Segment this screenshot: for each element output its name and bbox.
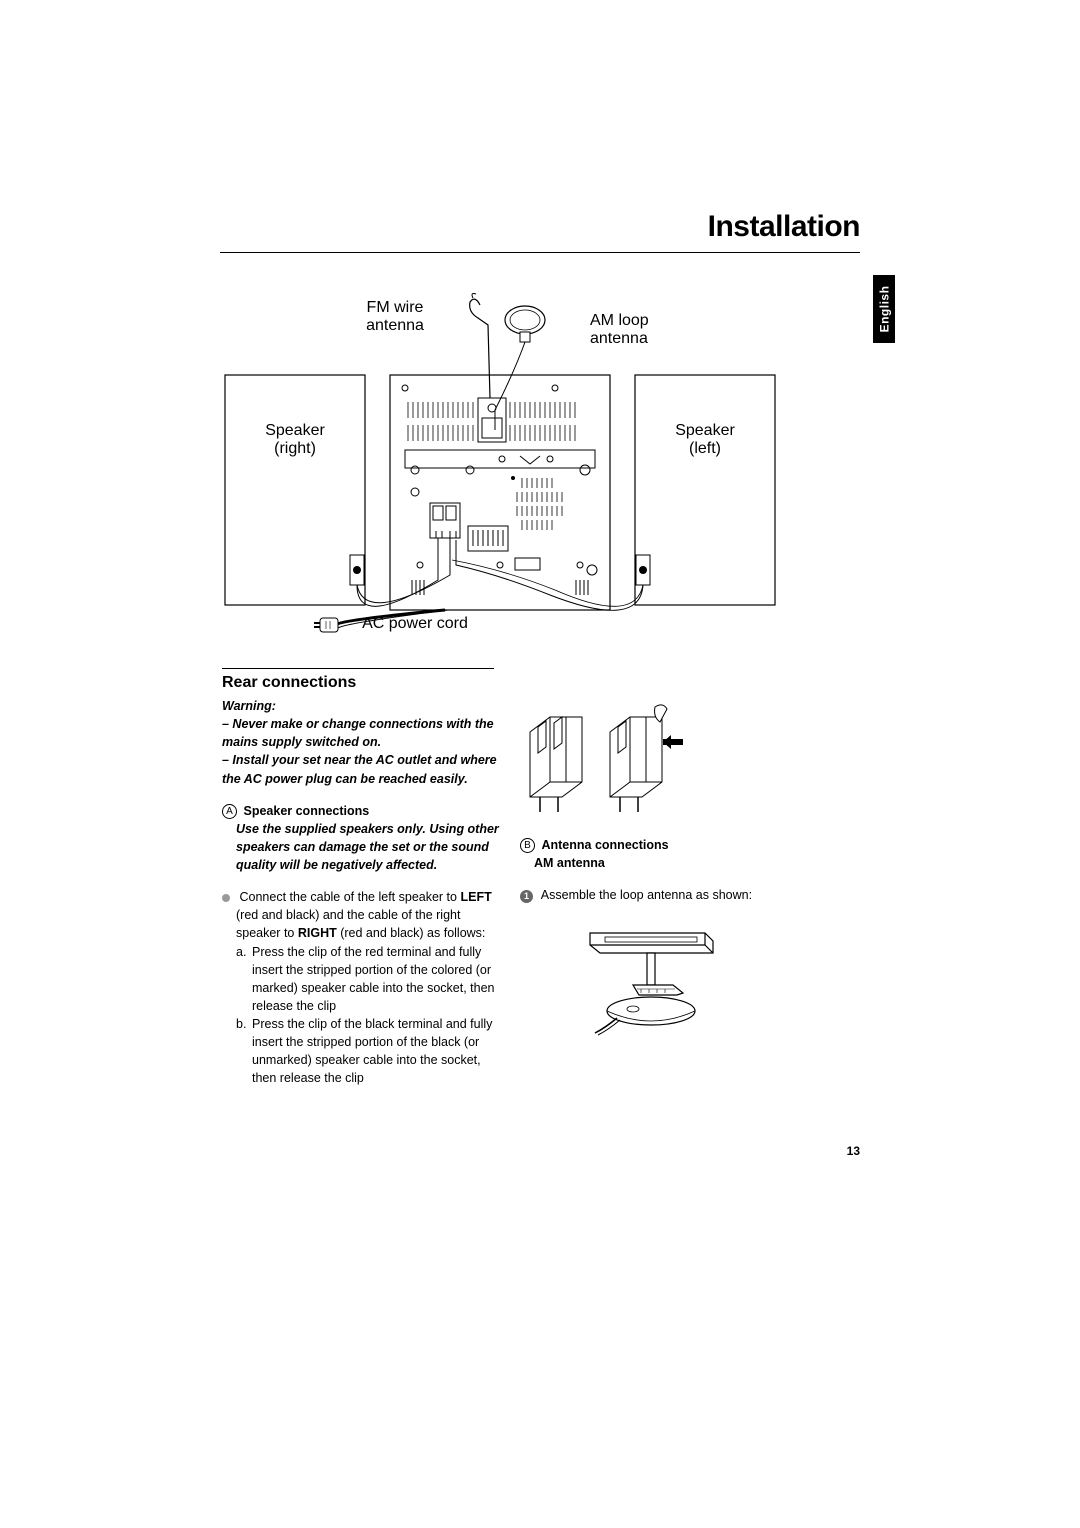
am-antenna-subtitle: AM antenna xyxy=(520,854,805,872)
language-label: English xyxy=(877,286,891,333)
right-column: B Antenna connections AM antenna 1 Assem… xyxy=(520,697,805,1048)
ac-power-label: AC power cord xyxy=(362,615,468,632)
warning-line-1: – Never make or change connections with … xyxy=(222,715,502,751)
circled-b-icon: B xyxy=(520,838,535,853)
instr-part-3: (red and black) as follows: xyxy=(337,926,486,940)
step-1-icon: 1 xyxy=(520,890,533,903)
language-tab: English xyxy=(873,275,895,343)
step-a-label: a. xyxy=(236,943,252,1016)
page-title: Installation xyxy=(708,210,860,244)
antenna-heading-text: Antenna connections xyxy=(541,838,668,852)
step-b-label: b. xyxy=(236,1015,252,1088)
speaker-note: Use the supplied speakers only. Using ot… xyxy=(222,820,502,874)
speaker-heading-text: Speaker connections xyxy=(243,804,369,818)
instr-left: LEFT xyxy=(460,890,491,904)
step-a-text: Press the clip of the red terminal and f… xyxy=(252,943,502,1016)
page-number: 13 xyxy=(847,1144,860,1158)
assemble-step: 1 Assemble the loop antenna as shown: xyxy=(520,886,805,904)
title-rule xyxy=(220,252,860,253)
circled-a-icon: A xyxy=(222,804,237,819)
speaker-terminal-diagram xyxy=(520,697,690,817)
step-b: b. Press the clip of the black terminal … xyxy=(222,1015,502,1088)
page: English Installation xyxy=(0,0,1080,1528)
speaker-instruction: Connect the cable of the left speaker to… xyxy=(222,888,502,942)
warning-label: Warning: xyxy=(222,697,502,715)
loop-antenna-diagram xyxy=(555,913,745,1043)
step-a: a. Press the clip of the red terminal an… xyxy=(222,943,502,1016)
section-title: Rear connections xyxy=(222,674,356,692)
rear-connection-diagram: FM wire antenna AM loop antenna Speaker … xyxy=(220,270,780,655)
instr-part-1: Connect the cable of the left speaker to xyxy=(239,890,460,904)
speaker-right-label: Speaker xyxy=(265,422,325,439)
left-column: Warning: – Never make or change connecti… xyxy=(222,697,502,1088)
speaker-left-sub: (left) xyxy=(689,440,721,457)
instr-right: RIGHT xyxy=(298,926,337,940)
fm-antenna-label: antenna xyxy=(366,317,424,334)
assemble-text: Assemble the loop antenna as shown: xyxy=(541,888,752,902)
speaker-left-label: Speaker xyxy=(675,422,735,439)
am-antenna-label: antenna xyxy=(590,330,648,347)
speaker-right-sub: (right) xyxy=(274,440,316,457)
fm-wire-label: FM wire xyxy=(367,299,424,316)
warning-line-2: – Install your set near the AC outlet an… xyxy=(222,751,502,787)
step-b-text: Press the clip of the black terminal and… xyxy=(252,1015,502,1088)
section-rule xyxy=(222,668,494,669)
speaker-heading: A Speaker connections xyxy=(222,802,502,820)
bullet-icon xyxy=(222,894,230,902)
antenna-heading: B Antenna connections xyxy=(520,836,805,854)
am-loop-label: AM loop xyxy=(590,312,649,329)
